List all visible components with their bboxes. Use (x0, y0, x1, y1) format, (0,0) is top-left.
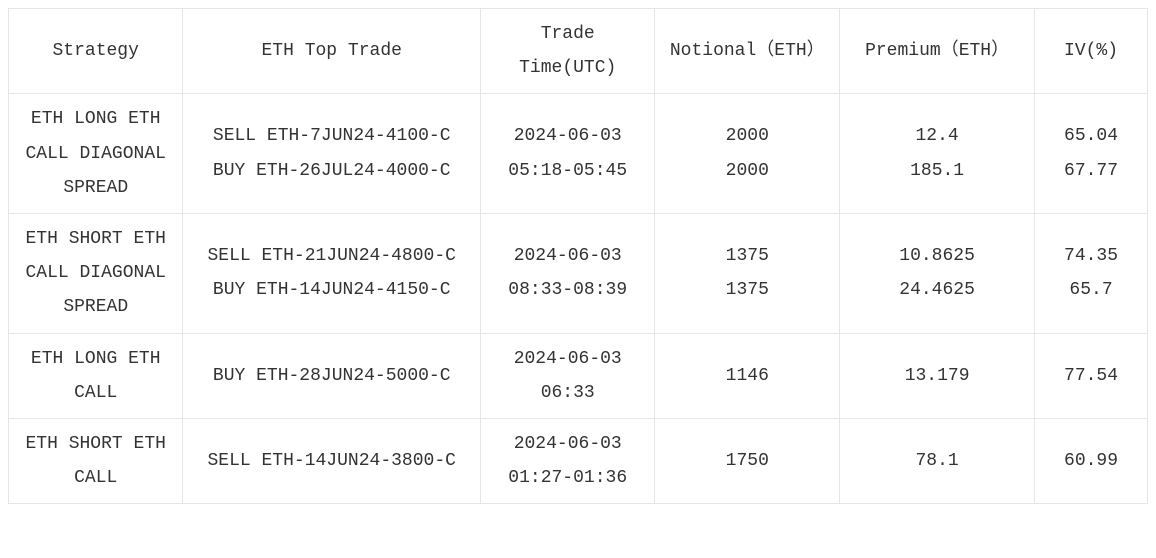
cell-iv: 65.0467.77 (1035, 94, 1148, 214)
cell-trade-line: SELL ETH-21JUN24-4800-C (189, 239, 474, 273)
cell-time-line: 2024-06-03 (487, 427, 648, 461)
cell-notional-line: 2000 (661, 119, 833, 153)
table-row: ETH LONG ETHCALLBUY ETH-28JUN24-5000-C20… (9, 333, 1148, 418)
cell-time-line: 08:33-08:39 (487, 273, 648, 307)
col-header-time-line2: Time(UTC) (487, 51, 648, 85)
cell-notional-line: 1375 (661, 239, 833, 273)
cell-time: 2024-06-0306:33 (481, 333, 655, 418)
cell-premium: 12.4185.1 (840, 94, 1035, 214)
table-row: ETH SHORT ETHCALLSELL ETH-14JUN24-3800-C… (9, 418, 1148, 503)
cell-trade-line: BUY ETH-28JUN24-5000-C (189, 359, 474, 393)
cell-iv-line: 74.35 (1041, 239, 1141, 273)
col-header-iv: IV(%) (1035, 9, 1148, 94)
cell-premium-line: 78.1 (846, 444, 1028, 478)
col-header-premium: Premium（ETH） (840, 9, 1035, 94)
col-header-time-line1: Trade (487, 17, 648, 51)
cell-strategy-line: SPREAD (15, 171, 176, 205)
cell-trade-line: SELL ETH-14JUN24-3800-C (189, 444, 474, 478)
col-header-trade: ETH Top Trade (183, 9, 481, 94)
cell-time: 2024-06-0308:33-08:39 (481, 213, 655, 333)
cell-trade: SELL ETH-14JUN24-3800-C (183, 418, 481, 503)
cell-iv-line: 67.77 (1041, 154, 1141, 188)
cell-premium: 78.1 (840, 418, 1035, 503)
cell-trade: BUY ETH-28JUN24-5000-C (183, 333, 481, 418)
cell-time-line: 2024-06-03 (487, 119, 648, 153)
cell-premium: 10.862524.4625 (840, 213, 1035, 333)
cell-notional-line: 1750 (661, 444, 833, 478)
cell-strategy: ETH SHORT ETHCALL DIAGONALSPREAD (9, 213, 183, 333)
table-row: ETH SHORT ETHCALL DIAGONALSPREADSELL ETH… (9, 213, 1148, 333)
cell-strategy: ETH SHORT ETHCALL (9, 418, 183, 503)
cell-iv: 74.3565.7 (1035, 213, 1148, 333)
cell-strategy: ETH LONG ETHCALL (9, 333, 183, 418)
cell-premium-line: 10.8625 (846, 239, 1028, 273)
cell-time-line: 01:27-01:36 (487, 461, 648, 495)
eth-trades-table: Strategy ETH Top Trade Trade Time(UTC) N… (8, 8, 1148, 504)
cell-premium-line: 12.4 (846, 119, 1028, 153)
cell-notional: 20002000 (655, 94, 840, 214)
cell-time-line: 2024-06-03 (487, 342, 648, 376)
cell-strategy-line: SPREAD (15, 290, 176, 324)
cell-trade-line: BUY ETH-26JUL24-4000-C (189, 154, 474, 188)
cell-iv-line: 77.54 (1041, 359, 1141, 393)
cell-trade: SELL ETH-7JUN24-4100-CBUY ETH-26JUL24-40… (183, 94, 481, 214)
cell-notional: 13751375 (655, 213, 840, 333)
cell-notional: 1146 (655, 333, 840, 418)
cell-strategy-line: ETH LONG ETH (15, 102, 176, 136)
cell-time-line: 06:33 (487, 376, 648, 410)
cell-strategy-line: ETH SHORT ETH (15, 427, 176, 461)
cell-notional-line: 2000 (661, 154, 833, 188)
table-row: ETH LONG ETHCALL DIAGONALSPREADSELL ETH-… (9, 94, 1148, 214)
cell-premium: 13.179 (840, 333, 1035, 418)
cell-iv: 77.54 (1035, 333, 1148, 418)
table-body: ETH LONG ETHCALL DIAGONALSPREADSELL ETH-… (9, 94, 1148, 504)
col-header-notional: Notional（ETH） (655, 9, 840, 94)
cell-strategy: ETH LONG ETHCALL DIAGONALSPREAD (9, 94, 183, 214)
cell-premium-line: 24.4625 (846, 273, 1028, 307)
cell-iv-line: 65.7 (1041, 273, 1141, 307)
cell-trade: SELL ETH-21JUN24-4800-CBUY ETH-14JUN24-4… (183, 213, 481, 333)
cell-time: 2024-06-0301:27-01:36 (481, 418, 655, 503)
cell-iv-line: 60.99 (1041, 444, 1141, 478)
cell-time: 2024-06-0305:18-05:45 (481, 94, 655, 214)
col-header-time: Trade Time(UTC) (481, 9, 655, 94)
cell-strategy-line: CALL DIAGONAL (15, 256, 176, 290)
col-header-strategy: Strategy (9, 9, 183, 94)
cell-notional-line: 1375 (661, 273, 833, 307)
cell-strategy-line: ETH LONG ETH (15, 342, 176, 376)
cell-trade-line: BUY ETH-14JUN24-4150-C (189, 273, 474, 307)
cell-time-line: 2024-06-03 (487, 239, 648, 273)
cell-strategy-line: CALL DIAGONAL (15, 137, 176, 171)
cell-premium-line: 13.179 (846, 359, 1028, 393)
cell-time-line: 05:18-05:45 (487, 154, 648, 188)
cell-notional: 1750 (655, 418, 840, 503)
table-header-row: Strategy ETH Top Trade Trade Time(UTC) N… (9, 9, 1148, 94)
cell-premium-line: 185.1 (846, 154, 1028, 188)
cell-strategy-line: CALL (15, 376, 176, 410)
cell-strategy-line: CALL (15, 461, 176, 495)
cell-iv: 60.99 (1035, 418, 1148, 503)
cell-notional-line: 1146 (661, 359, 833, 393)
cell-trade-line: SELL ETH-7JUN24-4100-C (189, 119, 474, 153)
cell-strategy-line: ETH SHORT ETH (15, 222, 176, 256)
cell-iv-line: 65.04 (1041, 119, 1141, 153)
